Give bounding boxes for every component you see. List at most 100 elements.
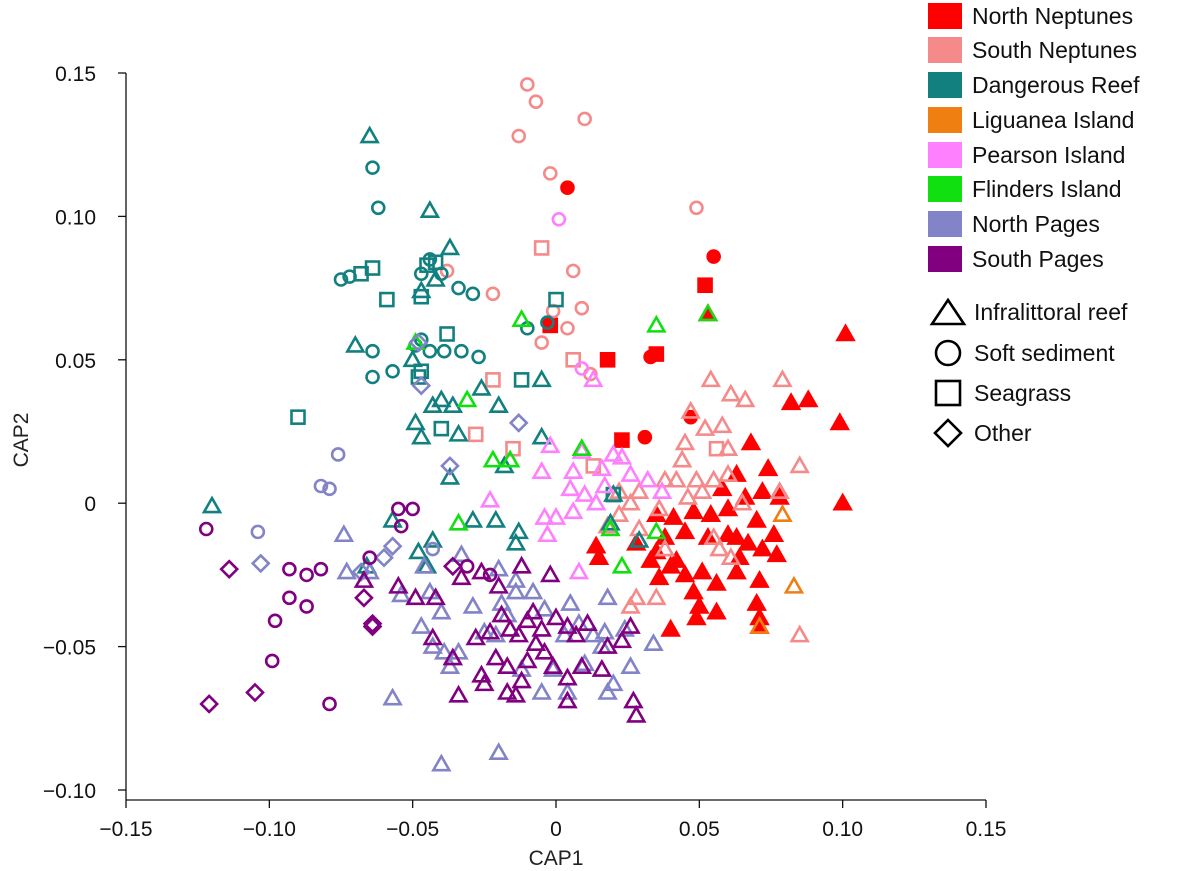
point-dangerous-reef-square bbox=[439, 326, 455, 342]
legend-label: Flinders Island bbox=[972, 175, 1122, 202]
legend-swatch bbox=[928, 176, 962, 202]
point-south-pages-circle bbox=[282, 561, 297, 577]
point-south-pages-diamond bbox=[199, 694, 219, 714]
point-south-pages-circle bbox=[391, 501, 406, 517]
point-dangerous-reef-circle bbox=[365, 343, 380, 359]
point-dangerous-reef-circle bbox=[422, 343, 438, 359]
point-dangerous-reef-square bbox=[427, 254, 444, 271]
point-north-pages-triangle bbox=[603, 673, 624, 692]
point-pearson-island-circle bbox=[574, 361, 590, 376]
legend-label: Other bbox=[974, 419, 1032, 446]
point-north-neptunes-triangle bbox=[683, 501, 704, 520]
point-south-pages-triangle bbox=[497, 681, 518, 700]
point-north-pages-diamond bbox=[408, 332, 429, 353]
point-flinders-island-triangle bbox=[600, 518, 621, 537]
y-tick-label: 0.10 bbox=[55, 206, 96, 229]
point-north-neptunes-triangle bbox=[691, 561, 713, 580]
legend-item-liguanea-island: Liguanea Island bbox=[928, 105, 1134, 135]
point-south-neptunes-triangle bbox=[620, 595, 641, 614]
point-north-pages-triangle bbox=[336, 561, 357, 580]
point-dangerous-reef-circle bbox=[540, 315, 555, 330]
point-south-pages-triangle bbox=[557, 690, 578, 709]
legend-item-dangerous-reef: Dangerous Reef bbox=[928, 70, 1140, 100]
point-pearson-island-triangle bbox=[594, 475, 615, 494]
axes: −0.15 −0.10 −0.05 0 0.05 0.10 0.15 −0.10−0.050… bbox=[10, 63, 1006, 870]
point-flinders-island-triangle bbox=[646, 521, 667, 540]
point-north-pages-diamond bbox=[374, 547, 394, 568]
point-pearson-island-triangle bbox=[531, 461, 552, 479]
point-dangerous-reef-circle bbox=[454, 343, 469, 359]
point-dangerous-reef-square bbox=[379, 291, 395, 308]
point-south-pages-triangle bbox=[577, 613, 598, 631]
point-south-pages-triangle bbox=[465, 627, 486, 646]
point-south-neptunes-circle bbox=[528, 94, 544, 109]
legend-item-north-pages: North Pages bbox=[928, 209, 1100, 239]
point-north-neptunes-square bbox=[614, 432, 630, 448]
point-dangerous-reef-triangle bbox=[531, 369, 552, 388]
point-south-pages-triangle bbox=[425, 587, 446, 606]
point-south-pages-triangle bbox=[474, 673, 495, 692]
point-north-neptunes-triangle bbox=[666, 549, 687, 568]
point-north-pages-triangle bbox=[462, 595, 484, 614]
point-south-pages-circle bbox=[393, 518, 409, 534]
point-south-pages-circle bbox=[362, 550, 377, 565]
point-north-neptunes-triangle bbox=[752, 538, 773, 557]
point-south-pages-triangle bbox=[522, 601, 544, 620]
legend-swatch bbox=[928, 3, 962, 29]
point-south-neptunes-square bbox=[565, 351, 582, 368]
point-dangerous-reef-triangle bbox=[531, 426, 552, 445]
point-south-neptunes-triangle bbox=[694, 418, 716, 436]
legend-item-flinders-island: Flinders Island bbox=[928, 174, 1122, 204]
point-north-neptunes-circle bbox=[560, 180, 575, 196]
point-pearson-island-triangle bbox=[562, 461, 584, 479]
point-south-neptunes-square bbox=[467, 426, 484, 443]
square-icon bbox=[934, 379, 962, 407]
point-north-neptunes-triangle bbox=[700, 504, 722, 522]
data-points bbox=[198, 77, 856, 772]
point-south-neptunes-triangle bbox=[654, 538, 676, 557]
legend-swatch bbox=[928, 211, 962, 237]
legend-swatch bbox=[928, 246, 962, 272]
point-north-pages-diamond bbox=[411, 375, 432, 396]
point-pearson-island-triangle bbox=[545, 506, 567, 525]
y-ticks: −0.10 −0.05 0 0.05 0.10 0.15 bbox=[43, 63, 126, 803]
point-pearson-island-triangle bbox=[540, 435, 561, 454]
point-north-pages-diamond bbox=[382, 536, 403, 557]
point-north-neptunes-triangle bbox=[832, 492, 853, 511]
point-south-pages-triangle bbox=[565, 624, 587, 643]
point-south-pages-triangle bbox=[353, 570, 375, 588]
point-south-neptunes-triangle bbox=[666, 469, 687, 488]
point-flinders-island-triangle bbox=[499, 449, 521, 468]
point-north-pages-triangle bbox=[534, 598, 555, 617]
point-south-pages-circle bbox=[264, 653, 280, 669]
point-south-neptunes-square bbox=[533, 240, 550, 256]
point-south-pages-circle bbox=[267, 613, 283, 629]
legend-label: Liguanea Island bbox=[972, 106, 1135, 133]
point-north-pages-triangle bbox=[557, 681, 578, 700]
point-dangerous-reef-square bbox=[364, 260, 381, 276]
point-dangerous-reef-circle bbox=[451, 280, 466, 296]
point-flinders-island-triangle bbox=[646, 314, 667, 333]
point-north-neptunes-triangle bbox=[752, 481, 773, 500]
legend-item-north-neptunes: North Neptunes bbox=[928, 1, 1133, 31]
point-pearson-island-triangle bbox=[603, 443, 624, 462]
point-dangerous-reef-triangle bbox=[402, 349, 423, 368]
x-tick-label: 0 bbox=[550, 818, 562, 841]
point-north-pages-triangle bbox=[560, 592, 581, 611]
point-pearson-island-triangle bbox=[637, 469, 658, 488]
point-south-pages-triangle bbox=[542, 656, 564, 674]
legend-item-infralittoral-reef: Infralittoral reef bbox=[928, 297, 1127, 327]
point-dangerous-reef-circle bbox=[370, 200, 386, 216]
point-south-neptunes-triangle bbox=[717, 438, 739, 457]
point-south-pages-circle bbox=[313, 561, 329, 577]
point-north-neptunes-triangle bbox=[706, 572, 727, 591]
legend-swatch bbox=[928, 142, 962, 168]
point-dangerous-reef-triangle bbox=[471, 377, 492, 396]
point-north-pages-triangle bbox=[451, 544, 472, 563]
point-south-neptunes-triangle bbox=[648, 498, 670, 517]
point-dangerous-reef-triangle bbox=[422, 529, 443, 548]
point-south-pages-triangle bbox=[448, 684, 469, 703]
x-tick-label: 0.10 bbox=[822, 818, 863, 841]
legend-swatch bbox=[928, 37, 962, 63]
point-dangerous-reef-triangle bbox=[439, 466, 461, 485]
